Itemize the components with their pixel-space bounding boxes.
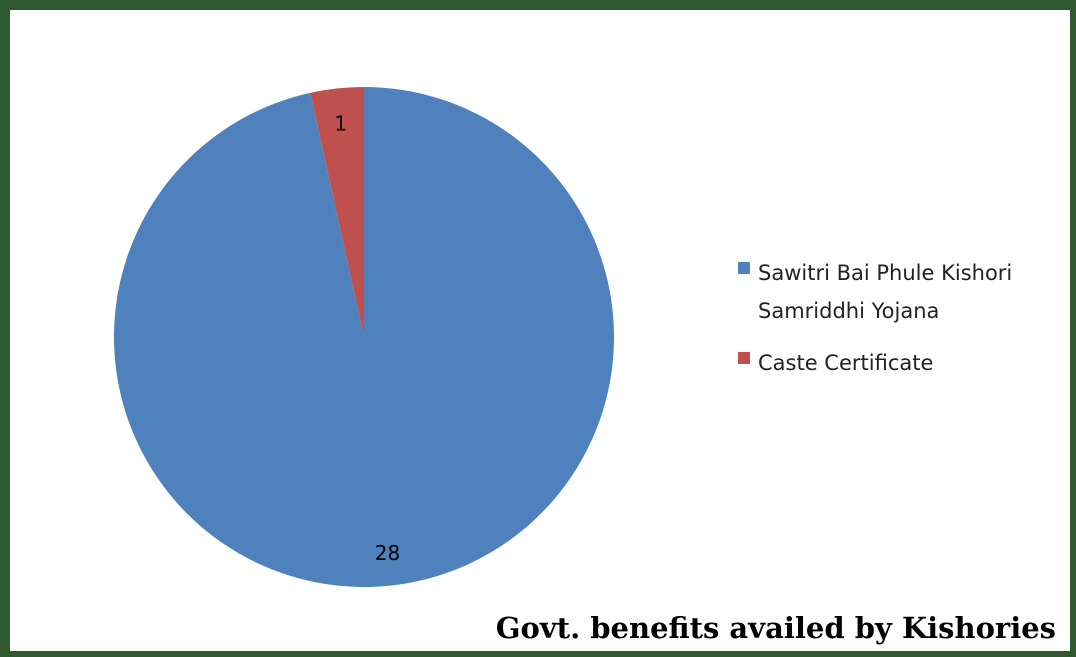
data-label-1: 28 (375, 541, 400, 565)
pie-slice-2 (310, 87, 364, 337)
chart-caption: Govt. benefits availed by Kishories (495, 611, 1056, 645)
legend-label-2: Caste Certificate (758, 351, 933, 375)
legend-label-1: Samriddhi Yojana (758, 299, 939, 323)
data-label-2: 1 (334, 111, 347, 135)
chart-legend: Sawitri Bai Phule Kishori Samriddhi Yojan… (738, 261, 1012, 375)
legend-swatch-2 (738, 352, 750, 364)
pie-data-labels: 28 1 (334, 111, 400, 565)
pie-slices (113, 87, 614, 588)
legend-swatch-1 (738, 262, 750, 274)
legend-label-1: Sawitri Bai Phule Kishori (758, 261, 1012, 285)
pie-slice-1 (113, 87, 614, 588)
